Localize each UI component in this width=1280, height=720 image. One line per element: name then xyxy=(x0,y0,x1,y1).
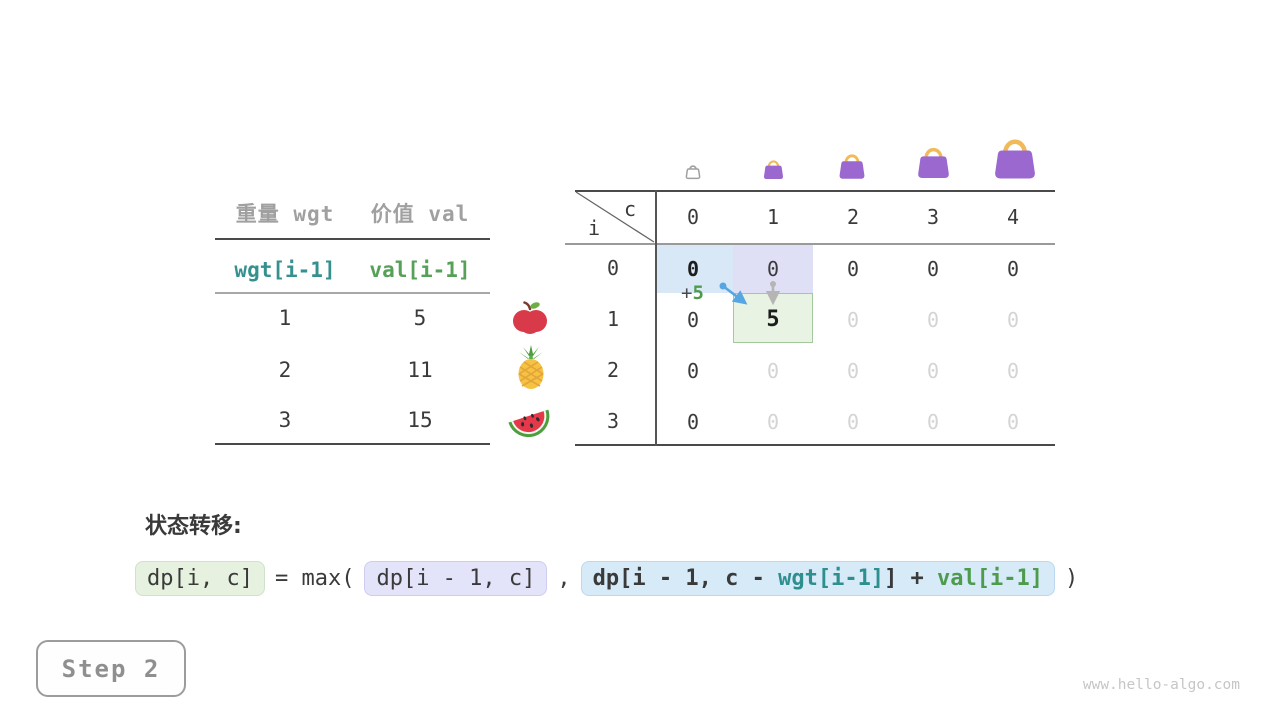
dp-row-header-3: 3 xyxy=(606,409,620,433)
dp-cell-3-1: 0 xyxy=(766,410,780,434)
pineapple-icon xyxy=(518,345,544,389)
dp-col-header-3: 3 xyxy=(926,205,940,229)
transition-value-label: +5 xyxy=(681,282,704,304)
item-table-row: 3 xyxy=(278,408,292,432)
item-table-rule-bottom xyxy=(215,443,490,445)
dp-cell-1-1: 5 xyxy=(766,307,780,332)
dp-rule-top xyxy=(575,190,1055,192)
dp-cell-1-0: 0 xyxy=(686,308,700,332)
dp-rule-header xyxy=(565,243,1055,245)
formula-option2-val: val[i-1] xyxy=(937,566,1044,591)
state-transition-formula: dp[i, c] = max( dp[i - 1, c] , dp[i - 1,… xyxy=(135,561,1078,596)
dp-col-header-1: 1 xyxy=(766,205,780,229)
item-table-row: 1 xyxy=(278,306,292,330)
dp-cell-1-3: 0 xyxy=(926,308,940,332)
formula-option2-wgt: wgt[i-1] xyxy=(778,566,885,591)
formula-option2-box: dp[i - 1, c - wgt[i-1]] + val[i-1] xyxy=(580,561,1056,596)
bag-size-2-icon xyxy=(839,154,865,179)
dp-col-header-2: 2 xyxy=(846,205,860,229)
item-table-rule-mid xyxy=(215,292,490,294)
bag-size-4-icon xyxy=(995,139,1035,179)
dp-row-header-0: 0 xyxy=(606,256,620,280)
dp-row-header-1: 1 xyxy=(606,307,620,331)
dp-cell-2-2: 0 xyxy=(846,359,860,383)
dp-cell-0-4: 0 xyxy=(1006,257,1020,281)
formula-result-box: dp[i, c] xyxy=(135,561,265,596)
formula-option2-dp: dp[i - 1, c - xyxy=(592,566,779,591)
dp-cell-2-1: 0 xyxy=(766,359,780,383)
item-table-cell: 5 xyxy=(413,306,427,330)
apple-icon xyxy=(513,301,547,334)
watermark: www.hello-algo.com xyxy=(1082,677,1240,693)
watermelon-icon xyxy=(508,409,550,438)
item-table-var-val: val[i-1] xyxy=(369,258,471,282)
dp-cell-2-3: 0 xyxy=(926,359,940,383)
dp-cell-0-1: 0 xyxy=(766,257,780,281)
empty-bag-icon xyxy=(685,165,701,180)
dp-cell-0-2: 0 xyxy=(846,257,860,281)
formula-comma: , xyxy=(557,566,571,591)
dp-cell-3-3: 0 xyxy=(926,410,940,434)
dp-cell-0-0: 0 xyxy=(686,257,700,281)
bag-size-1-icon xyxy=(763,160,784,180)
formula-option1-box: dp[i - 1, c] xyxy=(364,561,548,596)
dp-cell-1-4: 0 xyxy=(1006,308,1020,332)
dp-cell-2-0: 0 xyxy=(686,359,700,383)
dp-col-header-0: 0 xyxy=(686,205,700,229)
dp-cell-3-2: 0 xyxy=(846,410,860,434)
added-value: 5 xyxy=(692,282,704,304)
plus-sign: + xyxy=(681,282,693,304)
dp-rule-vertical xyxy=(655,190,657,446)
state-transition-label: 状态转移: xyxy=(145,514,242,539)
item-table-cell: 15 xyxy=(407,408,433,432)
step-badge: Step 2 xyxy=(36,640,186,697)
dp-row-header-2: 2 xyxy=(606,358,620,382)
item-table-header-value: 价值 val xyxy=(370,202,470,226)
dp-rule-bottom xyxy=(575,444,1055,446)
dp-cell-1-2: 0 xyxy=(846,308,860,332)
dp-col-header-4: 4 xyxy=(1006,205,1020,229)
item-table-row: 2 xyxy=(278,358,292,382)
item-table-header-weight: 重量 wgt xyxy=(235,202,335,226)
formula-operator: = max( xyxy=(274,566,355,591)
formula-close-paren: ) xyxy=(1065,566,1079,591)
dp-cell-0-3: 0 xyxy=(926,257,940,281)
dp-cell-3-0: 0 xyxy=(686,410,700,434)
item-table-rule-top xyxy=(215,238,490,240)
dp-corner-row-var: i xyxy=(588,216,601,240)
item-table-cell: 11 xyxy=(407,358,433,382)
item-table-var-wgt: wgt[i-1] xyxy=(234,258,336,282)
dp-corner-col-var: c xyxy=(624,197,637,221)
dp-cell-3-4: 0 xyxy=(1006,410,1020,434)
bag-size-3-icon xyxy=(918,147,949,178)
formula-option2-plus: ] + xyxy=(884,566,938,591)
dp-cell-2-4: 0 xyxy=(1006,359,1020,383)
